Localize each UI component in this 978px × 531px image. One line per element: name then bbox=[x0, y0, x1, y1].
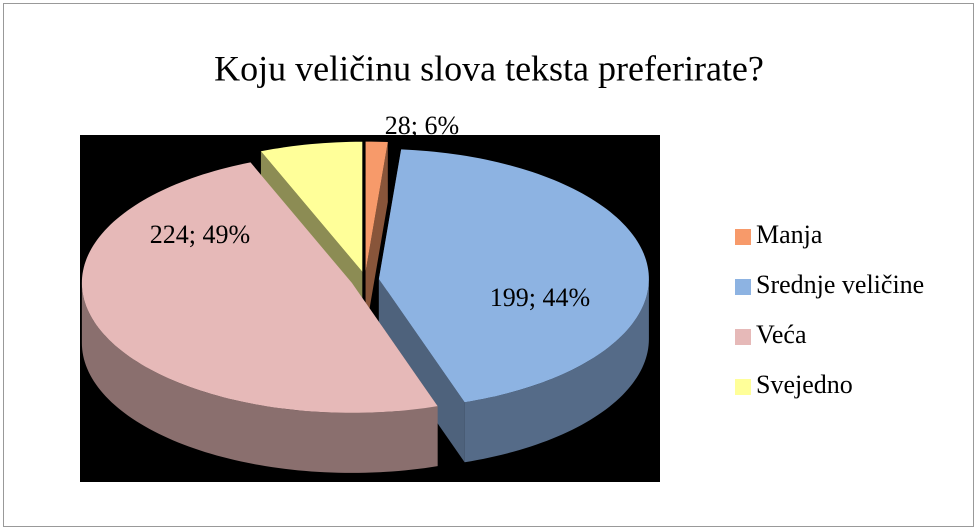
slice-side bbox=[81, 282, 438, 473]
legend-swatch bbox=[735, 329, 751, 345]
legend-label: Veća bbox=[756, 320, 807, 349]
slice bbox=[81, 162, 438, 413]
data-label: 28; 6% bbox=[385, 111, 459, 140]
slice-wall bbox=[365, 142, 388, 332]
slice bbox=[378, 149, 649, 403]
pie bbox=[81, 141, 649, 473]
legend-swatch bbox=[735, 229, 751, 245]
data-label: 199; 44% bbox=[490, 283, 590, 312]
legend-label: Svejedno bbox=[756, 370, 853, 399]
legend-swatch bbox=[735, 279, 751, 295]
legend: Manja Srednje veličine Veća Svejedno bbox=[735, 220, 924, 399]
legend-label: Manja bbox=[756, 220, 823, 249]
slice-side bbox=[464, 278, 649, 463]
legend-swatch bbox=[735, 379, 751, 395]
chart-title: Koju veličinu slova teksta preferirate? bbox=[214, 48, 764, 88]
slice bbox=[260, 141, 363, 272]
slice-wall bbox=[378, 278, 465, 463]
data-label: 6; 1% bbox=[497, 131, 558, 160]
legend-label: Srednje veličine bbox=[756, 270, 924, 299]
data-label: 224; 49% bbox=[150, 220, 250, 249]
slice bbox=[365, 141, 388, 272]
